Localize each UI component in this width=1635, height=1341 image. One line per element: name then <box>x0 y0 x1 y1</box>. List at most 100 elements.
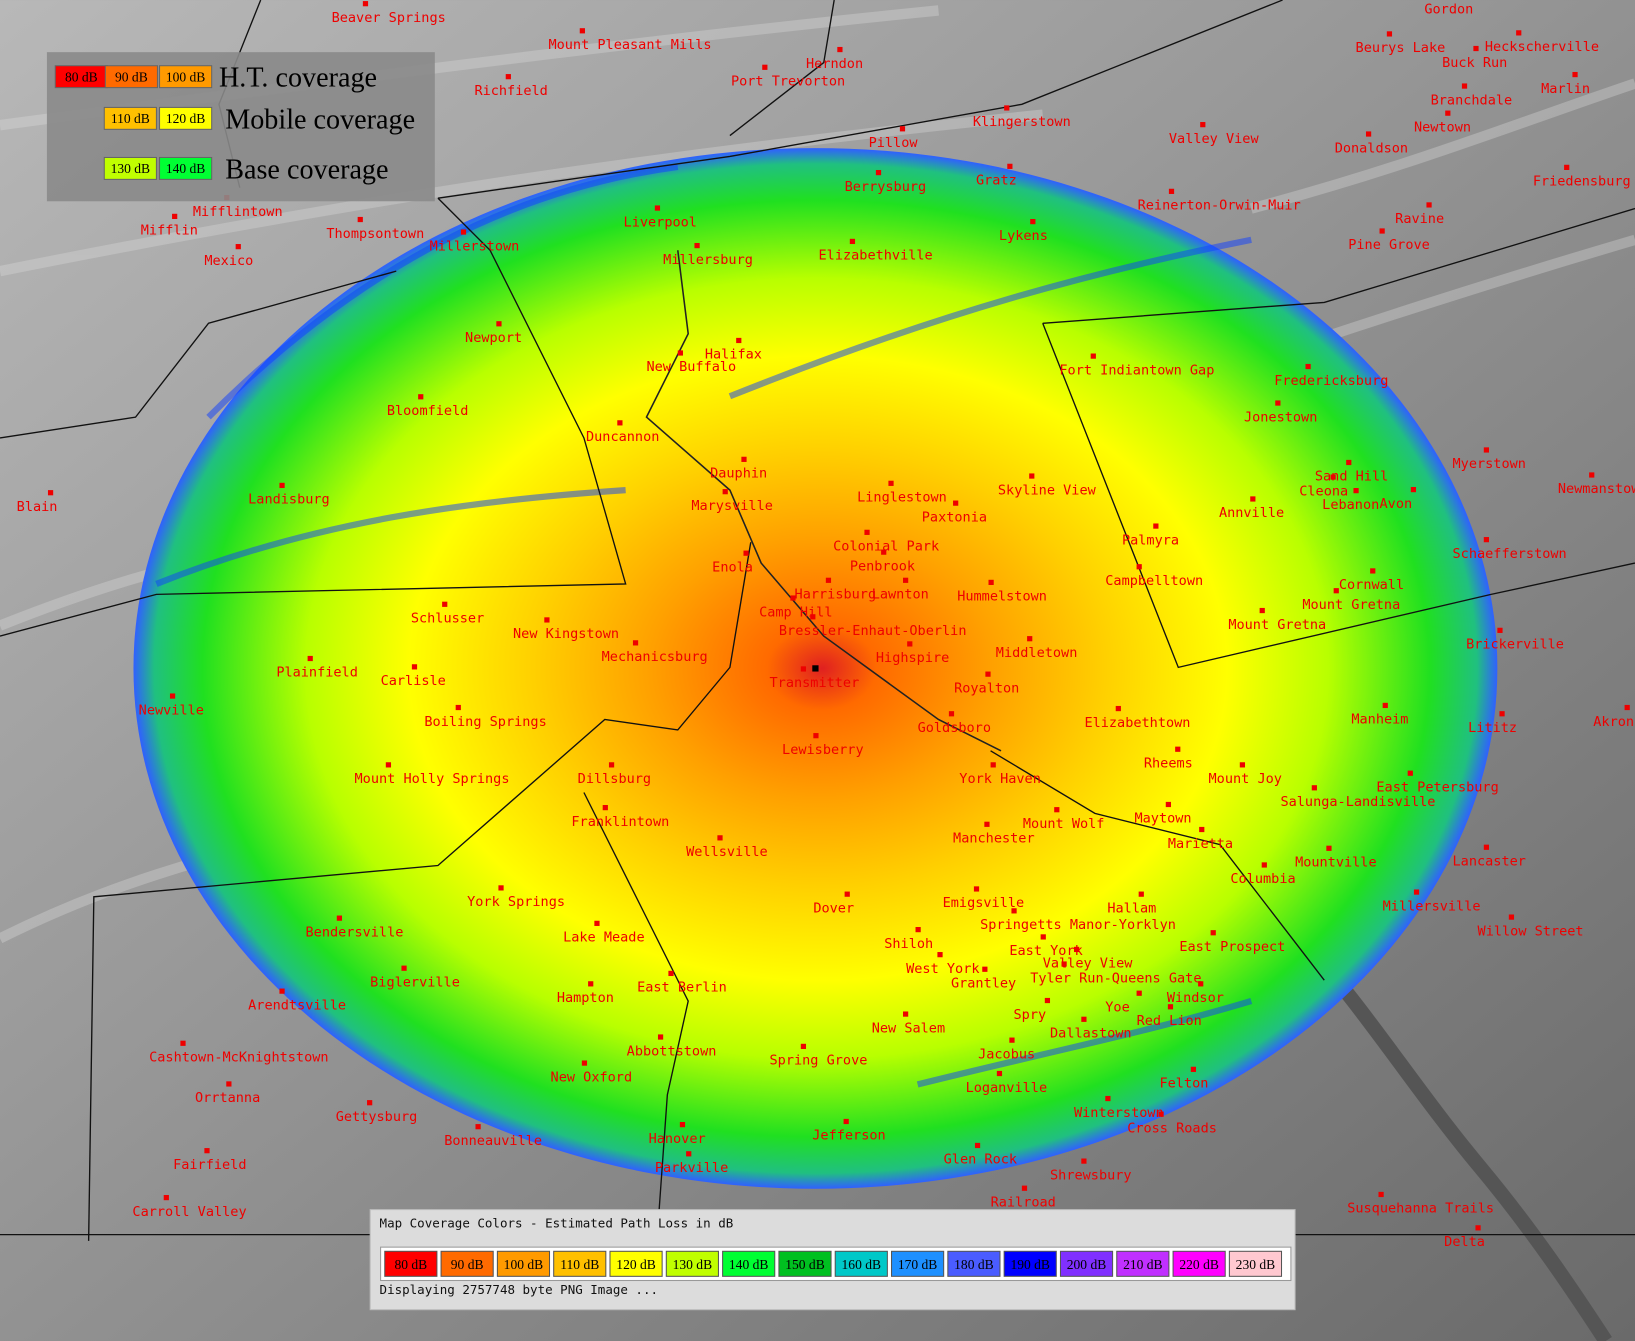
place-label: Blain <box>17 499 58 515</box>
place-dot <box>1239 762 1246 768</box>
panel-chip <box>609 1250 663 1277</box>
panel-chip <box>1116 1250 1170 1277</box>
place-label: Felton <box>1160 1076 1209 1092</box>
place-dot <box>982 966 988 972</box>
place-dot <box>496 321 502 327</box>
place-label: Buck Run <box>1442 55 1507 71</box>
panel-chip-label: 130 dB <box>673 1257 713 1272</box>
place-dot <box>1153 523 1159 529</box>
place-label: Linglestown <box>857 490 947 506</box>
place-label: Columbia <box>1230 871 1295 887</box>
place-dot <box>460 229 467 235</box>
place-label: Winterstown <box>1074 1105 1164 1121</box>
place-label: Valley View <box>1169 131 1260 147</box>
place-label: Reinerton-Orwin-Muir <box>1138 198 1301 214</box>
panel-chip-label: 140 dB <box>729 1257 769 1272</box>
place-label: Glen Rock <box>944 1152 1017 1168</box>
place-label: Spring Grove <box>770 1053 868 1069</box>
legend-chip-label: 140 dB <box>166 161 206 176</box>
place-label: Mexico <box>204 253 253 269</box>
place-dot <box>1210 930 1216 936</box>
place-dot <box>937 952 943 958</box>
panel-chip-label: 80 dB <box>394 1257 427 1272</box>
place-label: Jefferson <box>812 1128 885 1144</box>
place-dot <box>505 74 511 80</box>
place-dot <box>357 216 363 223</box>
place-label: Abbottstown <box>627 1043 717 1059</box>
panel-chip-label: 210 dB <box>1123 1257 1163 1272</box>
place-dot <box>668 970 674 977</box>
place-label: Plainfield <box>276 665 358 681</box>
place-label: Railroad <box>991 1194 1056 1210</box>
place-dot <box>1461 83 1468 89</box>
place-label: Duncannon <box>586 429 659 445</box>
place-dot <box>1473 45 1479 52</box>
place-dot <box>1378 1191 1384 1198</box>
place-dot <box>608 762 615 768</box>
places: Beaver Springs Mount Pleasant Mills Herndo… <box>17 1 1635 1250</box>
place-dot <box>47 490 54 496</box>
panel-chip-label: 170 dB <box>898 1257 938 1272</box>
place-dot <box>204 1148 210 1154</box>
place-dot <box>442 601 448 607</box>
place-label: Pillow <box>869 135 919 151</box>
place-dot <box>1483 447 1490 453</box>
place-label: Valley View <box>1043 956 1134 972</box>
place-dot <box>1198 981 1204 987</box>
place-dot <box>1136 564 1142 570</box>
place-label: Manheim <box>1351 712 1408 728</box>
place-dot <box>544 617 550 623</box>
place-label: East York <box>1009 943 1082 959</box>
place-dot <box>1175 746 1181 752</box>
place-dot <box>899 126 906 132</box>
place-dot <box>844 891 850 897</box>
place-dot <box>1516 30 1522 36</box>
panel-chip <box>496 1250 551 1277</box>
place-label: Emigsville <box>943 895 1025 911</box>
place-dot <box>1081 1158 1087 1164</box>
legend-chip <box>159 106 213 130</box>
place-label: Windsor <box>1167 990 1224 1006</box>
legend-chip <box>103 106 157 130</box>
place-label: Dauphin <box>710 466 767 482</box>
place-label: Harrisburg <box>795 587 877 603</box>
place-dot <box>1090 353 1096 359</box>
place-dot <box>1158 1111 1164 1117</box>
color-panel: Map Coverage Colors - Estimated Path Los… <box>369 1209 1296 1311</box>
place-dot <box>279 482 285 489</box>
place-dot <box>1499 711 1505 717</box>
place-dot <box>498 885 504 891</box>
place-dot <box>1508 914 1515 920</box>
place-dot <box>594 920 600 926</box>
place-dot <box>837 46 843 53</box>
place-label: Lancaster <box>1453 853 1526 869</box>
place-label: Berrysburg <box>845 179 927 195</box>
place-label: Lawnton <box>872 587 929 603</box>
place-dot <box>411 664 418 670</box>
place-dot <box>1346 459 1352 466</box>
place-label: Jonestown <box>1244 409 1317 425</box>
place-label: Highspire <box>876 650 949 666</box>
place-dot <box>1589 472 1595 478</box>
place-dot <box>985 671 991 677</box>
coverage-bands <box>155 163 1253 1088</box>
place-label: Campbelltown <box>1105 573 1203 589</box>
place-dot <box>849 238 856 245</box>
place-dot <box>1074 946 1080 953</box>
legend-chip <box>159 65 213 89</box>
place-label: Millersville <box>1383 898 1481 914</box>
place-label: Biglerville <box>370 974 460 990</box>
place-dot <box>1407 770 1413 776</box>
place-label: New Salem <box>872 1020 945 1036</box>
place-dot <box>679 1122 686 1128</box>
place-label: Cleona <box>1299 483 1348 499</box>
place-label: Hanover <box>649 1131 706 1147</box>
place-label: Beurys Lake <box>1356 40 1446 56</box>
place-label: Jacobus <box>978 1046 1035 1062</box>
panel-chip-label: 220 dB <box>1179 1257 1219 1272</box>
place-dot <box>743 550 749 556</box>
place-dot <box>881 549 887 555</box>
place-label: Bloomfield <box>387 403 469 419</box>
place-label: Royalton <box>954 680 1019 696</box>
